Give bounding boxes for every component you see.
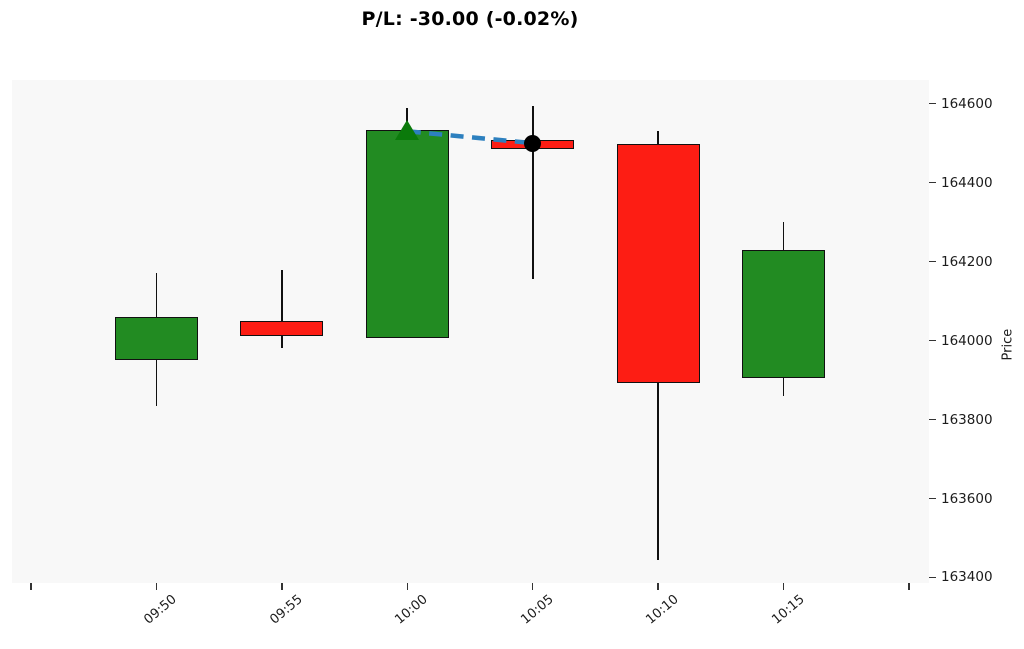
x-tick-label-09:50: 09:50 [141, 592, 181, 628]
y-tick-label-163600: 163600 [941, 490, 993, 507]
x-tick-10:10 [657, 583, 659, 590]
x-tick-label-10:00: 10:00 [392, 592, 431, 628]
candle-wick-09:55 [281, 269, 283, 349]
trade-line [407, 129, 533, 146]
x-tick-10:15 [782, 583, 785, 590]
y-tick-163400 [929, 576, 936, 579]
y-tick-164400 [929, 181, 936, 184]
x-tick-10:05 [532, 583, 534, 590]
candle-body-09:50 [114, 317, 198, 360]
price-axis-label: Price [1000, 328, 1016, 361]
y-tick-label-164200: 164200 [941, 253, 993, 270]
x-tick-label-10:15: 10:15 [768, 592, 808, 628]
current-price-dot-marker [524, 134, 542, 152]
y-tick-label-164400: 164400 [941, 174, 993, 191]
trade-line-layer [407, 129, 533, 146]
candle-wick-10:05 [531, 105, 534, 280]
x-tick-label-10:05: 10:05 [518, 592, 557, 628]
y-tick-label-164000: 164000 [941, 332, 993, 349]
y-tick-164000 [929, 339, 936, 342]
entry-triangle-marker [395, 120, 420, 141]
y-tick-164200 [929, 260, 936, 263]
candle-body-10:15 [742, 250, 826, 378]
x-tick-label-09:55: 09:55 [267, 592, 306, 628]
y-tick-label-164600: 164600 [941, 95, 993, 112]
y-tick-164600 [929, 102, 936, 105]
y-tick-163600 [929, 497, 936, 500]
y-tick-label-163400: 163400 [941, 569, 993, 586]
plot-area [11, 80, 929, 583]
candle-body-10:00 [365, 129, 449, 339]
candle-body-09:55 [240, 321, 324, 337]
x-tick-unlabeled-7 [908, 583, 910, 590]
x-tick-unlabeled-0 [30, 583, 32, 590]
candle-body-10:10 [616, 143, 700, 384]
x-tick-09:50 [155, 583, 158, 590]
y-tick-163800 [929, 418, 936, 421]
x-tick-10:00 [406, 583, 408, 590]
x-tick-09:55 [281, 583, 283, 590]
y-tick-label-163800: 163800 [941, 411, 993, 428]
chart-title: P/L: -30.00 (-0.02%) [361, 8, 579, 30]
x-tick-label-10:10: 10:10 [643, 592, 682, 628]
